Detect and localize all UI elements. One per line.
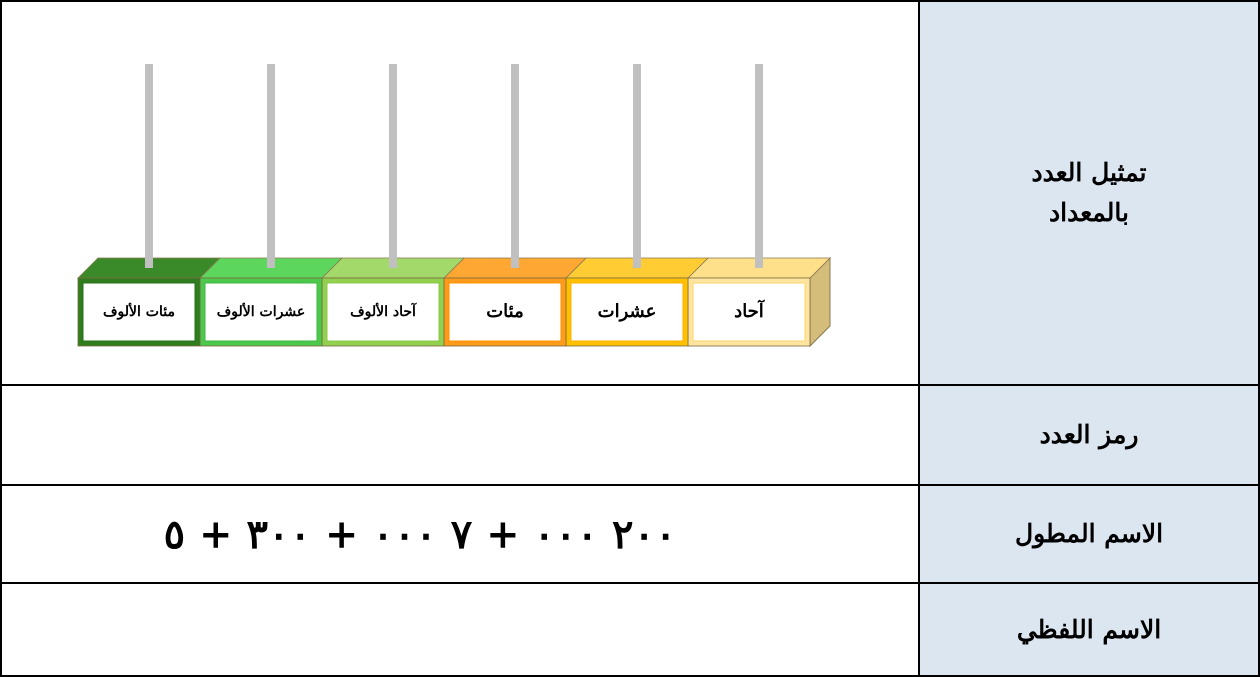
place-label: مئات — [486, 301, 524, 322]
row-header: الاسم اللفظي — [918, 582, 1260, 677]
row-label: الاسم المطول — [1014, 519, 1164, 548]
row-header: تمثيل العدد بالمعداد — [918, 0, 1260, 386]
words-cell — [0, 582, 920, 677]
label-box — [204, 282, 318, 342]
label-box — [692, 282, 806, 342]
row-header: رمز العدد — [918, 384, 1260, 486]
place-label: مئات الألوف — [103, 302, 175, 320]
row-label: تمثيل العدد بالمعداد — [1031, 158, 1147, 227]
row-label: رمز العدد — [1039, 420, 1139, 449]
place-label: عشرات — [598, 301, 657, 322]
abacus: آحاد عشرات مئات آحاد الألوف عشرات الألوف مئات… — [77, 64, 831, 348]
number-cell — [0, 384, 920, 486]
label-box — [82, 282, 196, 342]
place-label: آحاد الألوف — [350, 302, 417, 320]
label-box — [326, 282, 440, 342]
abacus-cell: آحاد عشرات مئات آحاد الألوف عشرات الألوف مئات… — [0, 0, 920, 386]
place-label: آحاد — [734, 299, 766, 322]
expanded-cell: ٢٠٠ ٠٠٠ + ٧ ٠٠٠ + ٣٠٠ + ٥ — [0, 484, 920, 584]
row-header: الاسم المطول — [918, 484, 1260, 584]
expanded-form: ٢٠٠ ٠٠٠ + ٧ ٠٠٠ + ٣٠٠ + ٥ — [163, 510, 677, 558]
place-label: عشرات الألوف — [217, 302, 305, 320]
label-box — [448, 282, 562, 342]
row-label: الاسم اللفظي — [1016, 614, 1162, 644]
label-box — [570, 282, 684, 342]
